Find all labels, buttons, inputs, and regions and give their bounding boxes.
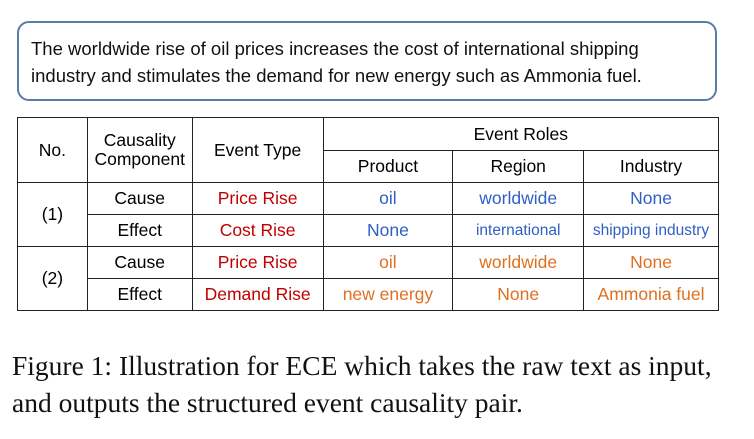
product-cell: oil	[322, 182, 454, 215]
table-row: (1) Cause Price Rise oil worldwide None	[17, 182, 719, 247]
event-type-cell: Demand Rise	[191, 278, 324, 311]
event-causality-table: No. Causality Component Event Type Event…	[17, 117, 720, 311]
industry-cell: None	[583, 246, 719, 279]
industry-cell: shipping industry	[583, 214, 719, 247]
header-industry: Industry	[583, 150, 719, 183]
group-no-cell: (2)	[17, 246, 88, 311]
event-type-cell: Price Rise	[191, 182, 324, 215]
figure-caption: Figure 1: Illustration for ECE which tak…	[12, 350, 712, 418]
header-causality-component: Causality Component	[86, 117, 193, 183]
raw-text-box: The worldwide rise of oil prices increas…	[17, 21, 717, 101]
header-row-1: No. Causality Component Event Type Event…	[17, 117, 720, 183]
table-row: Effect Demand Rise new energy None Ammon…	[18, 278, 719, 311]
product-cell: new energy	[322, 278, 454, 311]
industry-cell: Ammonia fuel	[583, 278, 719, 311]
header-event-type: Event Type	[191, 117, 324, 183]
component-cell: Cause	[86, 246, 193, 279]
header-product: Product	[322, 150, 454, 183]
group-no-cell: (1)	[17, 182, 88, 247]
product-cell: None	[322, 214, 454, 247]
header-row-2: Product Region Industry	[18, 150, 719, 183]
industry-cell: None	[583, 182, 719, 215]
table-row: (2) Cause Price Rise oil worldwide None	[17, 246, 719, 311]
header-region: Region	[452, 150, 585, 183]
region-cell: international	[452, 214, 585, 247]
component-cell: Cause	[86, 182, 193, 215]
product-cell: oil	[322, 246, 454, 279]
region-cell: worldwide	[452, 246, 585, 279]
table-row: Effect Cost Rise None international ship…	[18, 214, 719, 247]
component-cell: Effect	[86, 278, 193, 311]
header-no: No.	[17, 117, 88, 183]
region-cell: worldwide	[452, 182, 585, 215]
header-event-roles: Event Roles	[322, 117, 720, 151]
event-type-cell: Cost Rise	[191, 214, 324, 247]
event-type-cell: Price Rise	[191, 246, 324, 279]
raw-text: The worldwide rise of oil prices increas…	[31, 38, 642, 86]
component-cell: Effect	[86, 214, 193, 247]
region-cell: None	[452, 278, 585, 311]
